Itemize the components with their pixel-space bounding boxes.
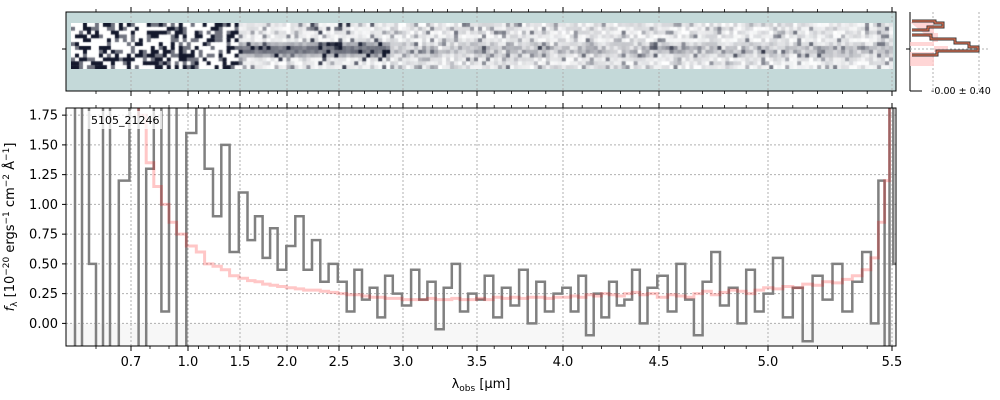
histogram-model-step xyxy=(912,20,979,56)
y-tick-label: 1.50 xyxy=(29,138,58,153)
x-tick-label: 1.0 xyxy=(178,355,199,370)
y-tick-label: 1.75 xyxy=(29,109,58,124)
plot-area xyxy=(73,108,896,346)
y-tick-label: 0.25 xyxy=(29,287,58,302)
object-label-background xyxy=(84,111,162,129)
x-tick-label: 4.0 xyxy=(553,355,574,370)
x-tick-label: 3.5 xyxy=(467,355,488,370)
x-tick-label: 3.0 xyxy=(393,355,414,370)
y-tick-label: 0.75 xyxy=(29,228,58,243)
y-tick-label: 1.00 xyxy=(29,198,58,213)
x-tick-label: 2.5 xyxy=(329,355,350,370)
model-spectrum-line xyxy=(137,108,891,302)
x-tick-label: 5.0 xyxy=(758,355,779,370)
data-spectrum-line xyxy=(73,108,896,346)
x-tick-label: 5.5 xyxy=(882,355,903,370)
spectrum-2d-image xyxy=(71,23,893,69)
histogram-label: -0.00 ± 0.40 xyxy=(931,86,991,97)
x-axis-label: λobs [μm] xyxy=(452,377,511,394)
y-axis-label: fλ [10−20 ergs−1 cm−2 Å−1] xyxy=(2,143,20,312)
x-tick-label: 2.0 xyxy=(277,355,298,370)
x-tick-label: 1.5 xyxy=(230,355,251,370)
x-tick-label: 4.5 xyxy=(649,355,670,370)
y-tick-label: 0.00 xyxy=(29,317,58,332)
negative-flux-shade xyxy=(66,323,896,346)
spectrum-2d-frame xyxy=(65,11,897,92)
main-axes-frame xyxy=(65,107,897,347)
y-tick-label: 1.25 xyxy=(29,168,58,183)
object-label: 5105_21246 xyxy=(91,114,160,127)
y-tick-label: 0.50 xyxy=(29,257,58,272)
x-tick-label: 0.7 xyxy=(121,355,142,370)
